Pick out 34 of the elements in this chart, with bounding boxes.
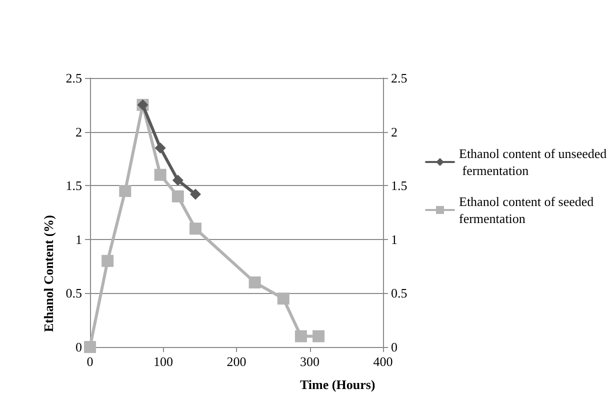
x-tick-label: 200 — [226, 354, 246, 369]
y2-tick-label: 1 — [391, 232, 398, 247]
point — [172, 190, 184, 202]
point — [312, 330, 325, 342]
x-tick-label: 100 — [154, 354, 173, 369]
point — [172, 174, 184, 186]
point — [119, 184, 132, 197]
y-tick-label: 0.5 — [66, 286, 82, 301]
y2-tick-label: 2.5 — [391, 70, 408, 86]
legend-label: Ethanol content of seeded fermentation — [459, 194, 597, 226]
x-tick-label: 400 — [373, 354, 393, 369]
x-tick-label: 300 — [300, 354, 320, 369]
point — [189, 222, 202, 235]
y-tick-label: 2 — [76, 124, 82, 140]
point — [190, 188, 201, 200]
x-tick-label: 0 — [86, 354, 94, 369]
y-tick-label: 2.5 — [66, 70, 82, 86]
y-tick-label: 1.5 — [66, 178, 82, 194]
point — [294, 330, 307, 342]
y-axis-title: Ethanol Content (%) — [41, 214, 56, 332]
x-axis-title: Time (Hours) — [300, 377, 376, 392]
point — [154, 168, 166, 181]
y2-tick-label: 1.5 — [391, 178, 408, 194]
point — [277, 292, 290, 305]
y2-tick-label: 0.5 — [391, 286, 408, 301]
y2-tick-label: 0 — [391, 340, 398, 354]
point — [84, 341, 96, 353]
y2-tick-label: 2 — [391, 124, 398, 140]
y-tick-label: 0 — [76, 340, 82, 354]
legend-label: Ethanol content of unseeded fermentation — [459, 146, 608, 178]
point — [154, 142, 166, 154]
point — [248, 276, 261, 288]
point — [102, 254, 114, 267]
y-tick-label: 1 — [76, 232, 82, 247]
